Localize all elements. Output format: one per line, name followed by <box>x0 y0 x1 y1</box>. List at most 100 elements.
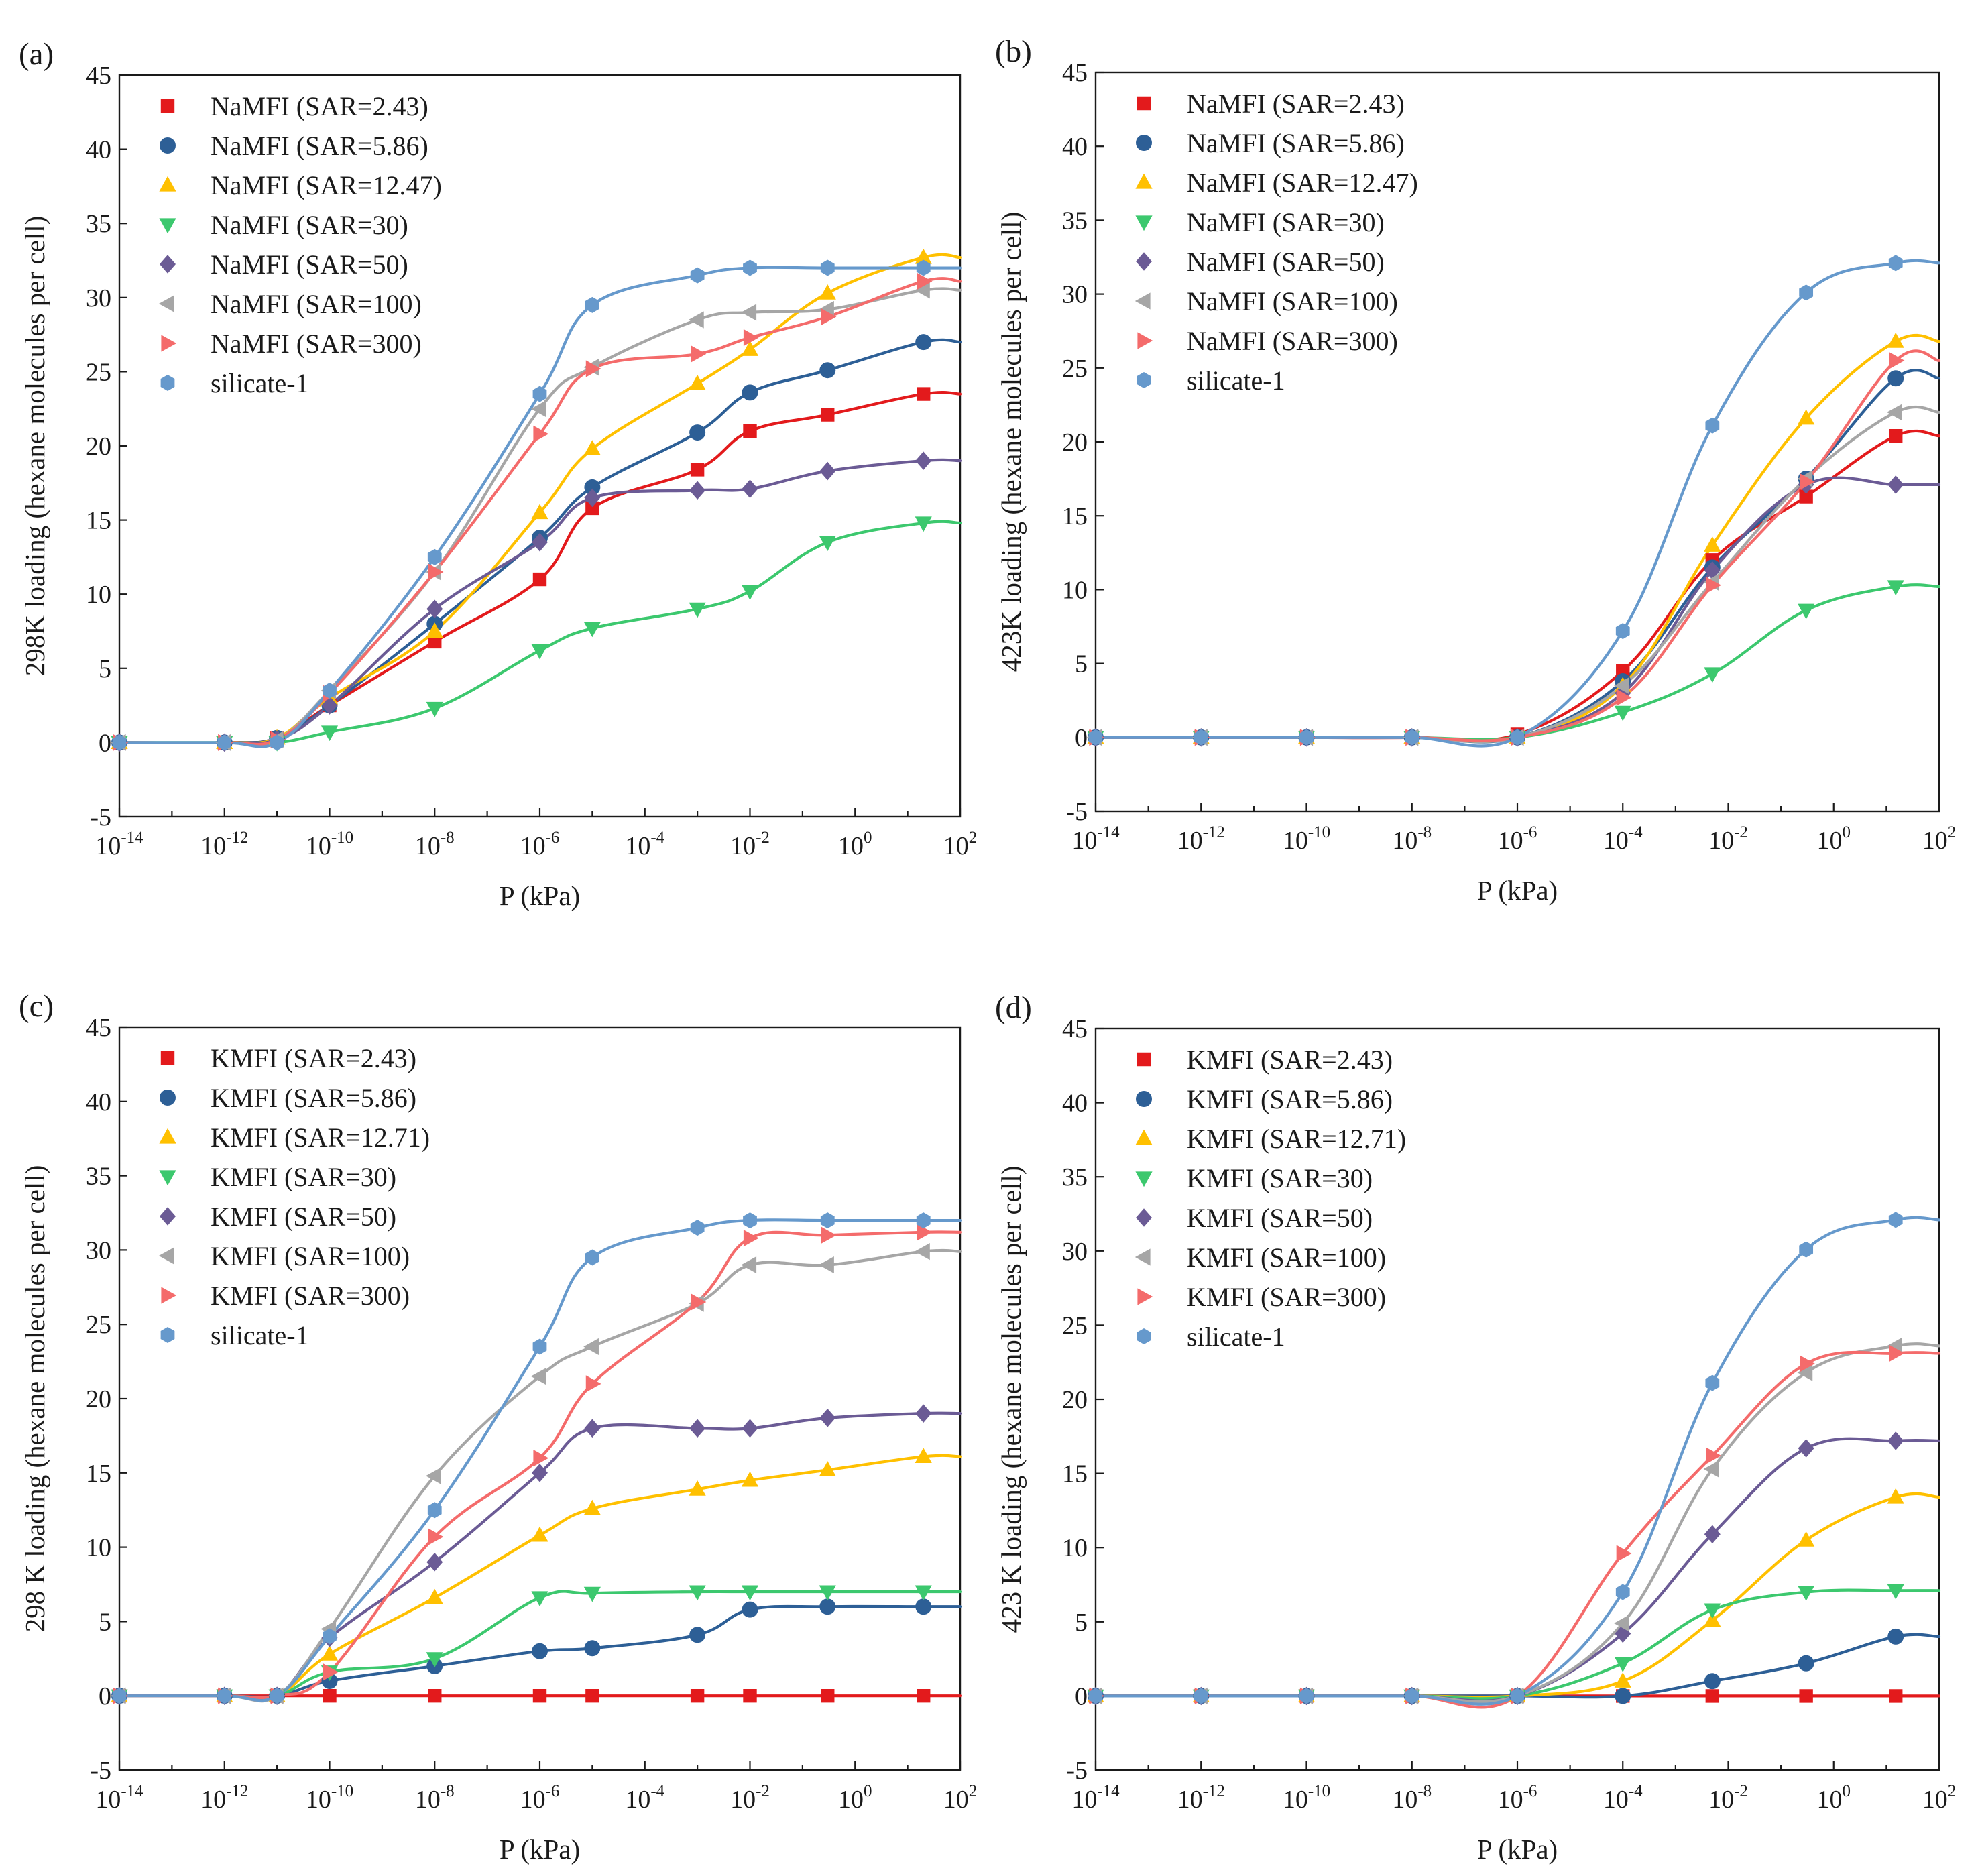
data-point <box>583 440 601 456</box>
data-point <box>427 1502 442 1519</box>
legend-marker <box>1135 173 1153 189</box>
y-tick-label: 5 <box>99 1608 111 1636</box>
legend-label: KMFI (SAR=50) <box>211 1201 396 1232</box>
legend-marker <box>1137 332 1153 349</box>
legend-marker <box>1135 292 1151 310</box>
data-point <box>1888 1212 1903 1228</box>
legend-label: silicate-1 <box>211 368 309 398</box>
data-point <box>584 479 601 495</box>
data-markers <box>110 1212 933 1705</box>
data-point <box>743 259 757 276</box>
y-tick-label: 0 <box>99 729 111 757</box>
y-tick-label: 5 <box>1075 650 1088 679</box>
data-point <box>821 408 835 422</box>
data-point <box>1887 580 1904 596</box>
panel-c: (c) -5 0 5 10 15 20 25 30 35 40 45 10-14 10-12 10-10 10… <box>19 989 977 1865</box>
data-point <box>585 1249 599 1266</box>
legend-marker <box>160 255 176 274</box>
legend-label: KMFI (SAR=5.86) <box>1187 1084 1393 1114</box>
x-tick-label: 10-2 <box>1708 1782 1748 1814</box>
data-point <box>1799 284 1814 301</box>
y-tick-label: 25 <box>86 1311 111 1339</box>
y-axis-title: 423K loading (hexane molecules per cell) <box>996 212 1027 672</box>
x-axis-title: P (kPa) <box>1477 875 1558 906</box>
x-tick-label: 10-14 <box>1071 1782 1120 1814</box>
y-tick-label: 25 <box>86 358 111 386</box>
data-point <box>1887 370 1904 387</box>
data-point <box>217 734 232 751</box>
data-point <box>1616 1545 1632 1562</box>
data-point <box>1615 623 1630 640</box>
data-point <box>1704 536 1721 552</box>
legend-label: silicate-1 <box>211 1320 309 1350</box>
legend-label: NaMFI (SAR=100) <box>211 289 422 319</box>
data-point <box>689 1419 706 1438</box>
y-tick-label: 45 <box>86 62 111 90</box>
data-point <box>1704 561 1721 580</box>
data-point <box>530 400 546 418</box>
data-point <box>689 1480 706 1496</box>
legend-marker <box>1137 1288 1153 1305</box>
data-point <box>532 386 547 402</box>
legend-label: NaMFI (SAR=2.43) <box>211 91 428 121</box>
data-point <box>1615 1624 1631 1643</box>
fit-curve-5 <box>117 458 962 745</box>
legend-marker <box>1137 96 1151 111</box>
data-point <box>1887 1584 1904 1600</box>
data-point <box>1704 667 1721 683</box>
x-tick-label: 10-12 <box>200 829 248 860</box>
legend-label: KMFI (SAR=300) <box>1187 1282 1386 1312</box>
panel-label: (d) <box>995 990 1032 1025</box>
y-tick-label: 20 <box>1062 428 1088 457</box>
legend: NaMFI (SAR=2.43) NaMFI (SAR=5.86) NaMFI (S… <box>1135 89 1418 396</box>
data-point <box>742 1601 758 1618</box>
data-point <box>428 1689 442 1703</box>
data-point <box>426 1552 443 1572</box>
y-tick-label: 45 <box>1062 59 1088 87</box>
data-point <box>689 374 706 390</box>
data-point <box>1510 1688 1525 1704</box>
legend-marker <box>160 1051 175 1065</box>
legend-marker <box>159 1128 176 1144</box>
data-point <box>915 1243 930 1261</box>
legend-marker <box>1136 252 1152 271</box>
y-tick-label: -5 <box>90 1757 111 1785</box>
data-point <box>1800 473 1815 491</box>
fit-curve-3 <box>117 1454 962 1701</box>
data-point <box>1088 1688 1103 1704</box>
legend-label: NaMFI (SAR=30) <box>211 210 408 240</box>
x-tick-label: 10-10 <box>306 1782 353 1814</box>
y-tick-label: 20 <box>86 432 111 461</box>
data-point <box>426 701 443 717</box>
data-point <box>323 1689 337 1703</box>
data-point <box>1799 1689 1813 1703</box>
data-point <box>1800 1355 1815 1372</box>
legend-label: NaMFI (SAR=300) <box>211 329 422 359</box>
data-point <box>819 1461 836 1476</box>
fit-curve-4 <box>1094 1588 1941 1700</box>
data-point <box>1887 1488 1904 1504</box>
legend-label: KMFI (SAR=2.43) <box>211 1043 416 1073</box>
x-tick-label: 10-2 <box>730 1782 770 1814</box>
y-tick-label: 45 <box>1062 1015 1088 1043</box>
legend-marker <box>1135 215 1153 231</box>
x-tick-label: 10-6 <box>1498 823 1537 855</box>
data-point <box>691 1293 707 1311</box>
data-point <box>530 1368 546 1385</box>
legend-label: KMFI (SAR=50) <box>1187 1203 1373 1233</box>
legend-marker <box>1136 135 1152 151</box>
y-tick-label: 10 <box>1062 576 1088 604</box>
data-point <box>1706 1447 1722 1464</box>
data-point <box>690 463 705 477</box>
fit-curve-3 <box>1094 333 1941 744</box>
data-point <box>917 1224 933 1241</box>
legend-marker <box>159 218 176 234</box>
data-point <box>1614 1672 1631 1688</box>
data-point <box>1798 409 1815 425</box>
data-point <box>426 1467 441 1484</box>
data-point <box>915 1598 932 1615</box>
data-point <box>532 1689 547 1703</box>
data-point <box>741 1256 757 1274</box>
y-tick-label: 5 <box>99 655 111 683</box>
